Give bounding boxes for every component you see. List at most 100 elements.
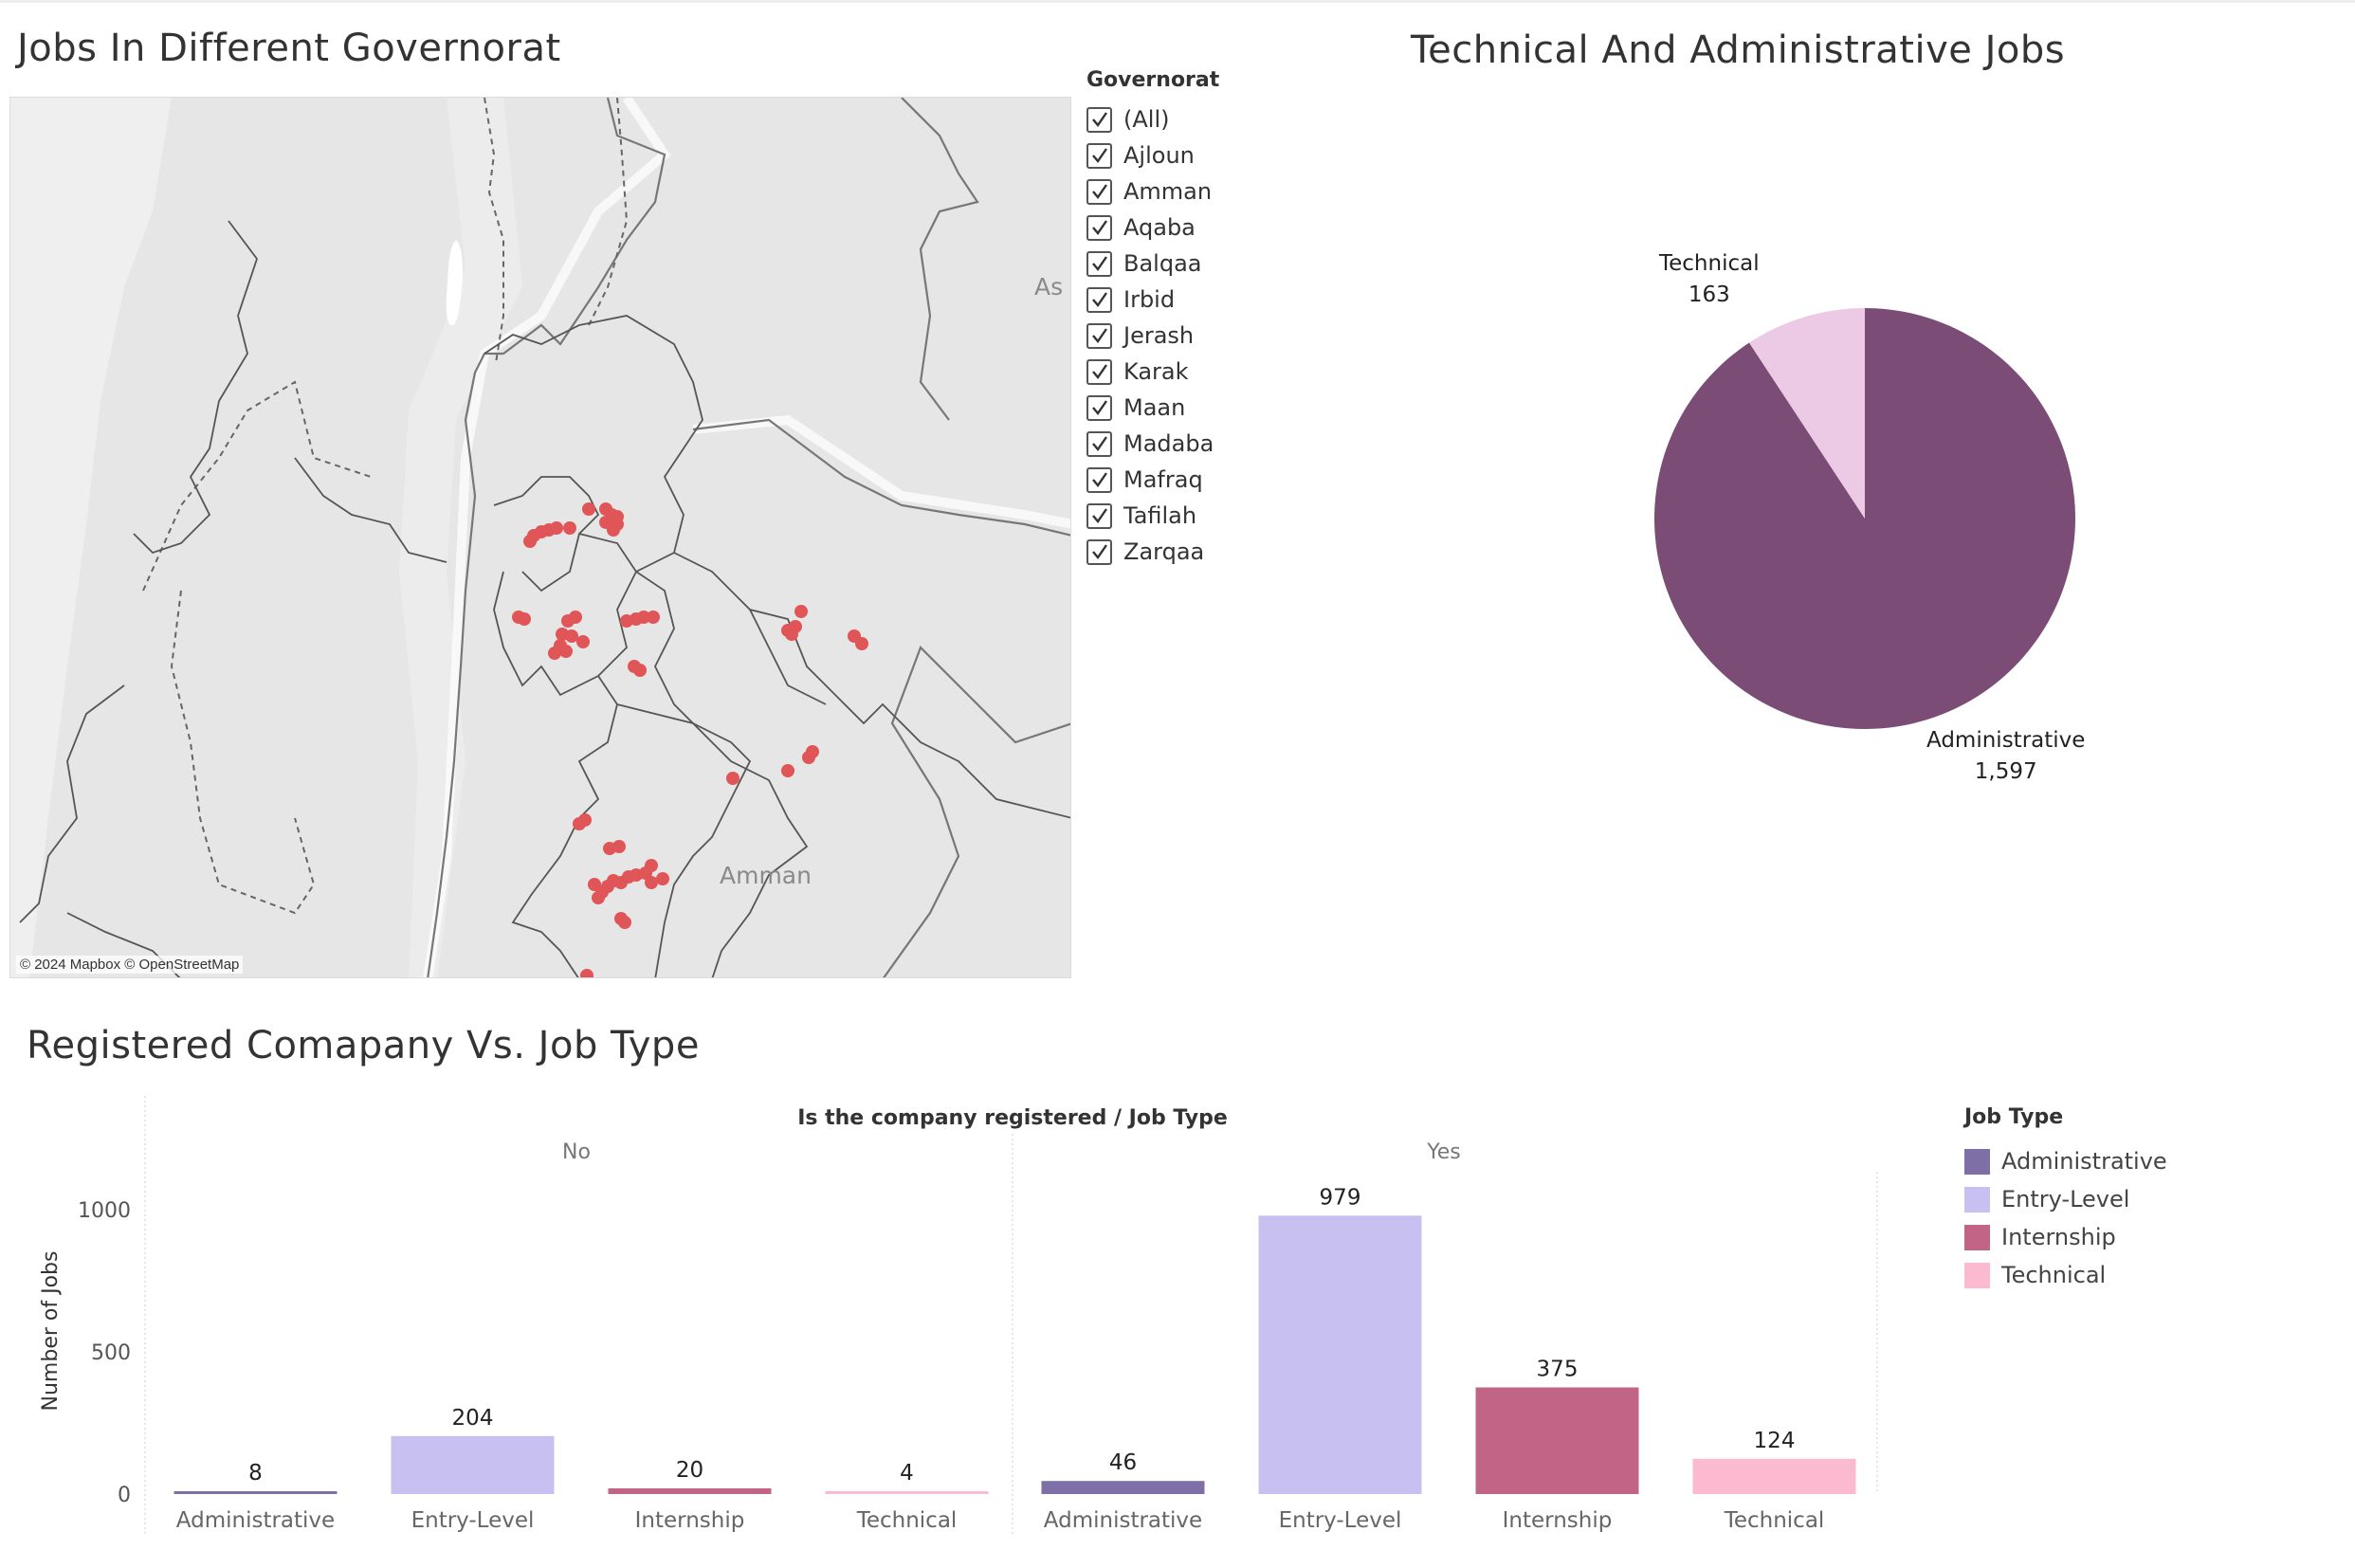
job-location-point[interactable] (633, 664, 647, 677)
x-tick-label: Entry-Level (1279, 1508, 1402, 1533)
checkbox-checked[interactable] (1086, 538, 1112, 565)
job-location-point[interactable] (592, 891, 605, 904)
x-tick-label: Internship (635, 1508, 745, 1533)
map-canvas[interactable] (10, 98, 1071, 978)
pie-slice-technical[interactable] (1748, 308, 1865, 519)
checkbox-checked[interactable] (1086, 286, 1112, 313)
bar-header: Is the company registered / Job Type (797, 1106, 1228, 1130)
filter-item[interactable]: Karak (1086, 354, 1314, 390)
checkbox-checked[interactable] (1086, 106, 1112, 133)
job-location-point[interactable] (548, 647, 561, 660)
job-location-point[interactable] (726, 772, 739, 785)
job-location-point[interactable] (565, 629, 578, 643)
job-location-point[interactable] (612, 840, 626, 853)
job-location-point[interactable] (550, 521, 563, 535)
map-title: Jobs In Different Governorat (17, 27, 561, 70)
bar-yes-internship[interactable] (1475, 1387, 1639, 1495)
job-location-point[interactable] (561, 614, 575, 628)
filter-item[interactable]: Tafilah (1086, 498, 1314, 534)
legend-item[interactable]: Technical (1964, 1256, 2325, 1294)
legend-item[interactable]: Administrative (1964, 1142, 2325, 1180)
governorate-boundaries (484, 315, 1070, 977)
checkbox-checked[interactable] (1086, 358, 1112, 385)
filter-item[interactable]: Balqaa (1086, 246, 1314, 282)
bar-value-label: 204 (452, 1406, 494, 1431)
legend-label: Entry-Level (2001, 1186, 2130, 1212)
filter-item[interactable]: Irbid (1086, 282, 1314, 318)
map-label-amman: Amman (720, 862, 812, 889)
bar-no-technical[interactable] (825, 1491, 989, 1494)
pie-chart: Technical 163 Administrative 1,597 (1517, 237, 2181, 806)
job-location-point[interactable] (580, 969, 593, 978)
governorate-filter: Governorat (All) Ajloun Amman Aqaba Balqaa Ir… (1086, 68, 1314, 570)
checkbox-checked[interactable] (1086, 466, 1112, 493)
bar-svg: Is the company registered / Job Type No Ye… (39, 1096, 1878, 1536)
job-location-point[interactable] (781, 764, 794, 777)
job-location-point[interactable] (806, 745, 819, 758)
filter-item[interactable]: Aqaba (1086, 210, 1314, 246)
job-location-point[interactable] (645, 859, 658, 872)
job-location-point[interactable] (789, 620, 802, 633)
filter-item-label: Amman (1123, 178, 1213, 205)
x-tick-label: Administrative (1044, 1508, 1202, 1533)
y-tick-label: 0 (118, 1484, 131, 1507)
job-location-point[interactable] (618, 916, 631, 929)
bar-no-administrative[interactable] (173, 1491, 338, 1494)
bar-yes-administrative[interactable] (1041, 1481, 1205, 1494)
checkbox-checked[interactable] (1086, 178, 1112, 205)
legend-item[interactable]: Internship (1964, 1218, 2325, 1256)
legend-label: Technical (2001, 1262, 2107, 1288)
job-location-point[interactable] (656, 872, 669, 885)
y-axis-label: Number of Jobs (39, 1251, 63, 1412)
filter-item[interactable]: Amman (1086, 173, 1314, 210)
job-location-point[interactable] (637, 611, 650, 624)
job-location-point[interactable] (647, 611, 660, 624)
job-location-point[interactable] (559, 645, 573, 658)
checkbox-checked[interactable] (1086, 214, 1112, 241)
filter-item[interactable]: Maan (1086, 390, 1314, 426)
bar-no-entry-level[interactable] (391, 1435, 555, 1494)
bar-value-label: 20 (676, 1458, 703, 1483)
job-location-point[interactable] (563, 521, 576, 535)
legend-list: Administrative Entry-Level Internship Techn… (1964, 1142, 2325, 1294)
checkbox-checked[interactable] (1086, 430, 1112, 457)
y-tick-label: 1000 (78, 1199, 131, 1223)
filter-item[interactable]: Mafraq (1086, 462, 1314, 498)
bar-no-internship[interactable] (608, 1488, 772, 1494)
filter-item[interactable]: Madaba (1086, 426, 1314, 462)
disputed-borders (142, 98, 629, 915)
governorate-map[interactable]: As Amman © 2024 Mapbox © OpenStreetMap (9, 97, 1071, 978)
filter-item[interactable]: (All) (1086, 101, 1314, 137)
checkbox-checked[interactable] (1086, 394, 1112, 421)
bar-yes-entry-level[interactable] (1258, 1215, 1422, 1494)
pie-svg (1654, 308, 2075, 729)
job-location-point[interactable] (576, 635, 590, 648)
job-location-point[interactable] (582, 502, 595, 516)
job-location-point[interactable] (645, 876, 658, 889)
filter-item[interactable]: Ajloun (1086, 137, 1314, 173)
filter-item[interactable]: Zarqaa (1086, 534, 1314, 570)
job-location-point[interactable] (584, 976, 597, 978)
checkbox-checked[interactable] (1086, 142, 1112, 169)
filter-item-label: Maan (1123, 394, 1186, 421)
pie-label-technical-value: 163 (1688, 283, 1730, 307)
legend-label: Internship (2001, 1224, 2116, 1250)
checkbox-checked[interactable] (1086, 322, 1112, 349)
bar-yes-technical[interactable] (1692, 1458, 1856, 1494)
bar-value-label: 46 (1109, 1450, 1137, 1475)
filter-item[interactable]: Jerash (1086, 318, 1314, 354)
panel-label-yes: Yes (1426, 1140, 1461, 1164)
checkbox-checked[interactable] (1086, 502, 1112, 529)
job-location-point[interactable] (794, 605, 808, 618)
map-attribution[interactable]: © 2024 Mapbox © OpenStreetMap (16, 956, 244, 974)
checkmark-icon (1091, 544, 1107, 559)
job-location-point[interactable] (518, 612, 531, 626)
x-tick-label: Entry-Level (411, 1508, 535, 1533)
legend-item[interactable]: Entry-Level (1964, 1180, 2325, 1218)
job-location-point[interactable] (611, 518, 624, 531)
job-location-point[interactable] (855, 637, 868, 650)
checkmark-icon (1091, 220, 1107, 235)
checkbox-checked[interactable] (1086, 250, 1112, 277)
checkmark-icon (1091, 112, 1107, 127)
job-location-point[interactable] (578, 813, 592, 827)
